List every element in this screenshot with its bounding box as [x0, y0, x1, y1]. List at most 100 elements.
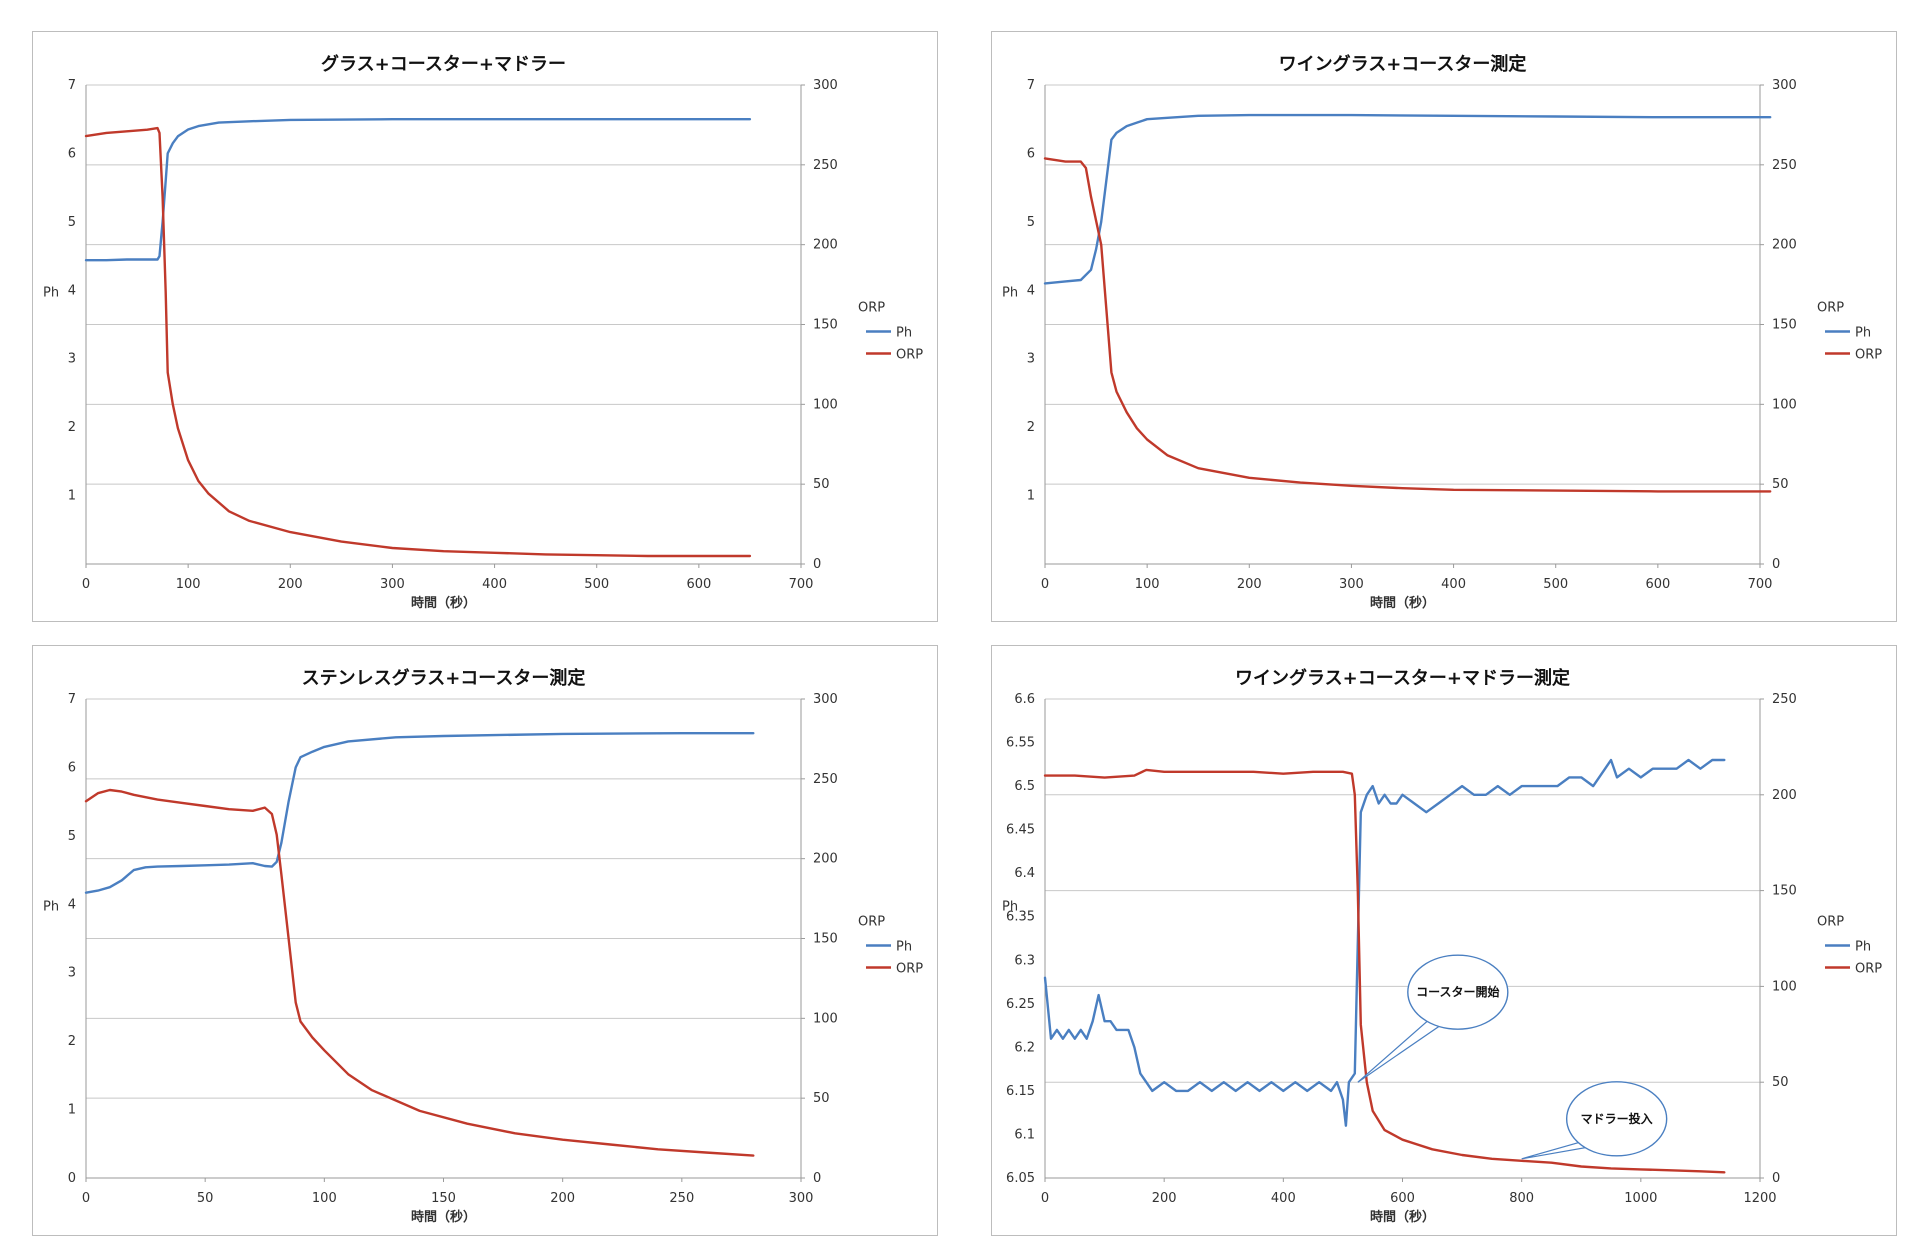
y2-tick-label: 250	[813, 772, 838, 787]
y-axis-title: Ph	[1002, 286, 1018, 301]
series-line-orp	[1043, 768, 1726, 1174]
y-tick-label: 6.15	[1006, 1084, 1035, 1099]
y2-tick-label: 250	[813, 158, 838, 173]
y2-tick-label: 0	[813, 1171, 821, 1186]
chart-title: ワイングラス+コースター+マドラー測定	[1235, 667, 1570, 689]
y-axis-title: Ph	[43, 900, 59, 915]
y-tick-label: 1	[68, 1103, 76, 1118]
x-tick-label: 0	[1041, 1191, 1049, 1206]
y2-tick-label: 200	[1772, 238, 1797, 253]
y2-tick-label: 200	[1772, 788, 1797, 803]
y-tick-label: 3	[68, 966, 76, 981]
x-tick-label: 400	[1441, 577, 1466, 592]
chart-title: グラス+コースター+マドラー	[321, 53, 566, 75]
x-tick-label: 400	[482, 577, 507, 592]
y-tick-label: 3	[1027, 352, 1035, 367]
series-line-ph	[84, 117, 752, 262]
x-tick-label: 200	[1237, 577, 1262, 592]
y-tick-label: 7	[68, 692, 76, 707]
y-axis-title: Ph	[43, 286, 59, 301]
y-tick-label: 1	[68, 489, 76, 504]
x-tick-label: 0	[1041, 577, 1049, 592]
y2-tick-label: 100	[813, 397, 838, 412]
x-tick-label: 300	[1339, 577, 1364, 592]
x-tick-label: 500	[584, 577, 609, 592]
y-tick-label: 5	[68, 215, 76, 230]
y-tick-label: 6.05	[1006, 1171, 1035, 1186]
chart-panel-1: グラス+コースター+マドラー 1 2 3 4 5 6 7 0 50 100 150 200 250 300 0…	[32, 31, 938, 622]
legend-label-ph: Ph	[896, 940, 912, 955]
legend-label-ph: Ph	[896, 326, 912, 341]
y-tick-label: 6	[1027, 146, 1035, 161]
y-tick-label: 4	[68, 283, 76, 298]
y-tick-label: 6.2	[1014, 1040, 1035, 1055]
y-tick-label: 2	[68, 420, 76, 435]
series-line-orp	[84, 788, 755, 1157]
y2-tick-label: 150	[813, 318, 838, 333]
y-tick-label: 7	[1027, 78, 1035, 93]
y2-tick-label: 250	[1772, 692, 1797, 707]
y2-tick-label: 50	[813, 477, 830, 492]
x-tick-label: 1200	[1743, 1191, 1776, 1206]
y-tick-label: 6	[68, 760, 76, 775]
chart-panel-2: ワイングラス+コースター測定 1 2 3 4 5 6 7 0 50 100 150 200 250 300 0…	[991, 31, 1897, 622]
y2-tick-label: 0	[813, 557, 821, 572]
x-tick-label: 700	[789, 577, 814, 592]
y2-tick-label: 50	[813, 1091, 830, 1106]
y-tick-label: 4	[68, 897, 76, 912]
x-tick-label: 100	[312, 1191, 337, 1206]
callout-bubble	[1407, 954, 1509, 1030]
legend-label-orp: ORP	[1855, 348, 1882, 363]
x-tick-label: 800	[1509, 1191, 1534, 1206]
y-tick-label: 6.6	[1014, 692, 1035, 707]
chart-panel-3: ステンレスグラス+コースター測定 0 1 2 3 4 5 6 7 0 50 100 150 200 250 3…	[32, 645, 938, 1236]
x-tick-label: 0	[82, 577, 90, 592]
legend-label-orp: ORP	[896, 348, 923, 363]
x-axis-title: 時間（秒）	[1370, 595, 1435, 611]
y2-tick-label: 200	[813, 238, 838, 253]
callout-text: コースター開始	[1416, 984, 1499, 999]
x-tick-label: 200	[550, 1191, 575, 1206]
x-tick-label: 1000	[1624, 1191, 1657, 1206]
x-tick-label: 100	[176, 577, 201, 592]
y-axis-title: Ph	[1002, 900, 1018, 915]
x-axis-title: 時間（秒）	[1370, 1209, 1435, 1225]
legend-label-orp: ORP	[896, 962, 923, 977]
y-tick-label: 6.25	[1006, 997, 1035, 1012]
x-tick-label: 300	[380, 577, 405, 592]
y-tick-label: 6.45	[1006, 823, 1035, 838]
x-tick-label: 500	[1543, 577, 1568, 592]
y-tick-label: 2	[1027, 420, 1035, 435]
x-tick-label: 600	[1390, 1191, 1415, 1206]
y2-tick-label: 100	[1772, 397, 1797, 412]
y-tick-label: 6.5	[1014, 779, 1035, 794]
y2-tick-label: 200	[813, 852, 838, 867]
y-tick-label: 6.1	[1014, 1127, 1035, 1142]
legend-label-orp: ORP	[1855, 962, 1882, 977]
y2-tick-label: 300	[813, 692, 838, 707]
y2-tick-label: 150	[813, 932, 838, 947]
x-axis-title: 時間（秒）	[411, 595, 476, 611]
y2-tick-label: 150	[1772, 318, 1797, 333]
x-axis-title: 時間（秒）	[411, 1209, 476, 1225]
chart-title: ワイングラス+コースター測定	[1279, 53, 1527, 75]
y2-tick-label: 300	[813, 78, 838, 93]
y-tick-label: 3	[68, 352, 76, 367]
y2-tick-label: 150	[1772, 884, 1797, 899]
y2-tick-label: 0	[1772, 1171, 1780, 1186]
y-tick-label: 0	[68, 1171, 76, 1186]
x-tick-label: 200	[278, 577, 303, 592]
y-tick-label: 1	[1027, 489, 1035, 504]
y-tick-label: 5	[68, 829, 76, 844]
y2-tick-label: 0	[1772, 557, 1780, 572]
chart-svg-2: ワイングラス+コースター測定 1 2 3 4 5 6 7 0 50 100 150 200 250 300 0…	[1002, 53, 1882, 611]
legend-title: ORP	[858, 301, 885, 316]
legend-label-ph: Ph	[1855, 326, 1871, 341]
x-tick-label: 300	[789, 1191, 814, 1206]
legend-title: ORP	[858, 915, 885, 930]
x-tick-label: 100	[1135, 577, 1160, 592]
chart-svg-3: ステンレスグラス+コースター測定 0 1 2 3 4 5 6 7 0 50 100 150 200 250 3…	[43, 667, 923, 1225]
y2-tick-label: 300	[1772, 78, 1797, 93]
series-line-ph	[1043, 113, 1772, 285]
x-tick-label: 200	[1152, 1191, 1177, 1206]
